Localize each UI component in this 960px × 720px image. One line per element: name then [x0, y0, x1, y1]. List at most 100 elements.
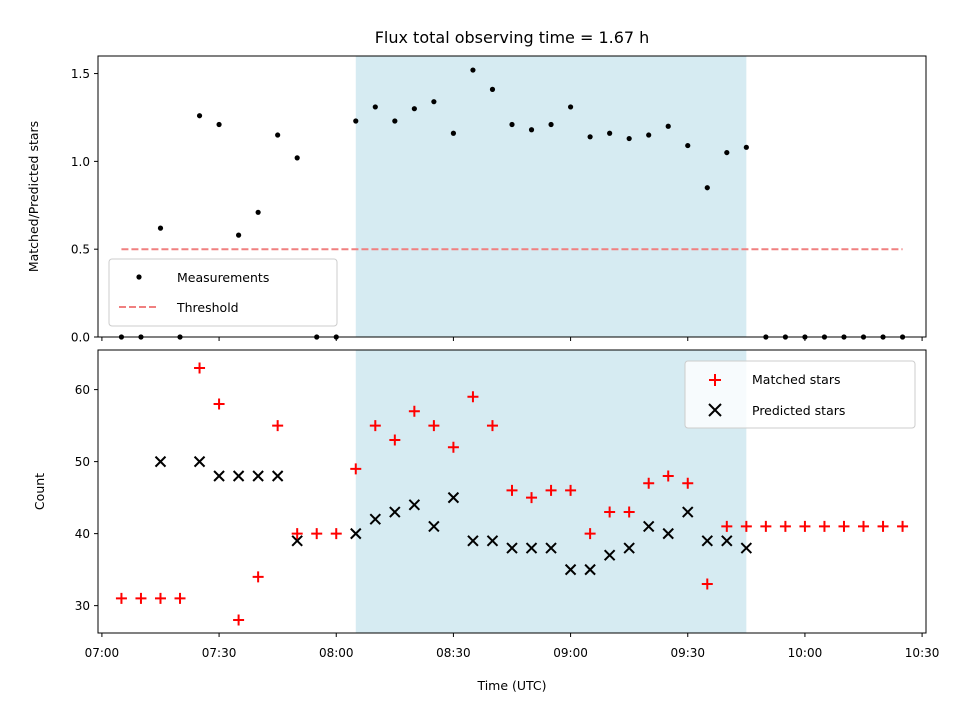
y-tick-label: 1.0 — [71, 155, 90, 169]
matched-stars-point — [545, 484, 557, 496]
matched-stars-point — [447, 441, 459, 453]
matched-stars-point — [682, 477, 694, 489]
x-tick-label: 08:00 — [319, 646, 354, 660]
matched-stars-point — [565, 484, 577, 496]
measurements-point — [353, 118, 359, 124]
observing-window-shade — [355, 56, 747, 337]
x-tick-label: 07:30 — [202, 646, 237, 660]
predicted-stars-point — [623, 542, 635, 554]
matched-stars-point — [643, 477, 655, 489]
measurements-point — [567, 104, 574, 110]
matched-stars-point — [877, 520, 889, 532]
matched-stars-point — [740, 520, 752, 532]
matched-stars-point — [311, 528, 323, 540]
matched-stars-point — [389, 434, 401, 446]
matched-stars-point — [818, 520, 830, 532]
predicted-stars-point — [213, 470, 225, 482]
predicted-stars-point — [506, 542, 518, 554]
predicted-stars-point — [525, 542, 538, 554]
measurements-point — [157, 225, 164, 231]
legend-box — [108, 258, 338, 327]
measurements-point — [724, 149, 730, 156]
measurements-point — [626, 135, 632, 142]
measurements-point — [528, 127, 535, 133]
matched-stars-point — [233, 614, 245, 626]
matched-stars-point — [252, 571, 264, 583]
legend-predicted-marker — [708, 403, 722, 417]
measurements-point — [587, 134, 593, 140]
ratio-panel-frame — [97, 55, 927, 338]
predicted-stars-point — [232, 470, 245, 482]
predicted-stars-point — [389, 506, 401, 518]
matched-stars-point — [330, 528, 342, 540]
ratio-panel-legend: Measurements Threshold — [108, 258, 338, 327]
chart-title: Flux total observing time = 1.67 h — [375, 28, 650, 47]
y-tick-label: 40 — [75, 527, 90, 541]
measurements-point — [685, 142, 691, 149]
counts-panel-frame — [97, 349, 927, 634]
matched-stars-point — [506, 484, 518, 496]
predicted-stars-point — [701, 535, 713, 547]
predicted-stars-point — [369, 513, 382, 525]
legend-measurements-label: Measurements — [177, 270, 269, 285]
measurements-point — [548, 121, 554, 128]
counts-panel: 07:00 07:30 08:00 08:30 09:00 09:30 10:00 10:30… — [32, 349, 940, 693]
matched-stars-point — [291, 528, 303, 540]
x-tick-label: 09:00 — [553, 646, 588, 660]
matched-stars-point — [897, 520, 909, 532]
predicted-stars-point — [682, 506, 694, 518]
predicted-stars-point — [408, 499, 421, 511]
predicted-stars-point — [350, 527, 362, 540]
measurements-point — [196, 113, 203, 119]
legend-matched-label: Matched stars — [752, 372, 840, 387]
predicted-stars-point — [584, 563, 596, 576]
predicted-stars-point — [740, 542, 753, 554]
matched-stars-point — [467, 391, 479, 403]
measurements-point — [392, 118, 398, 124]
predicted-stars-point — [428, 520, 440, 533]
x-tick-label: 09:30 — [670, 646, 705, 660]
matched-stars-point — [350, 463, 362, 475]
predicted-stars-point — [447, 491, 460, 504]
measurements-point — [372, 104, 378, 110]
matched-stars-point — [799, 520, 811, 532]
predicted-stars-point — [154, 455, 167, 468]
matched-stars-point — [701, 578, 713, 590]
matched-stars-point — [369, 420, 381, 432]
predicted-stars-point — [193, 455, 206, 468]
x-tick-label: 07:00 — [85, 646, 120, 660]
measurements-point — [470, 67, 476, 73]
measurements-point — [216, 121, 222, 128]
measurements-point — [743, 144, 749, 150]
y-tick-label: 30 — [75, 599, 90, 613]
matched-stars-point — [272, 420, 284, 432]
counts-panel-legend: Matched stars Predicted stars — [684, 360, 916, 429]
matched-stars-point — [486, 420, 498, 432]
matched-stars-point — [526, 492, 538, 504]
measurements-point — [450, 130, 457, 136]
matched-stars-point — [135, 592, 147, 604]
measurements-point — [236, 232, 242, 238]
measurements-point — [665, 123, 671, 129]
counts-panel-ticks: 07:00 07:30 08:00 08:30 09:00 09:30 10:00 10:30… — [75, 383, 940, 660]
measurements-point — [646, 132, 652, 138]
predicted-stars-point — [545, 542, 557, 554]
matched-stars-point — [213, 398, 225, 410]
y-tick-label: 0.0 — [71, 331, 90, 345]
legend-threshold-label: Threshold — [176, 300, 239, 315]
matched-stars-point — [174, 592, 186, 604]
measurements-point — [275, 132, 281, 138]
x-tick-label: 10:30 — [905, 646, 940, 660]
matched-stars-point — [584, 528, 596, 540]
y-tick-label: 50 — [75, 455, 90, 469]
predicted-stars-point — [252, 470, 264, 482]
matched-stars-point — [194, 362, 206, 374]
matched-stars-point — [721, 520, 733, 532]
predicted-stars-point — [486, 535, 499, 547]
counts-panel-ylabel: Count — [32, 473, 47, 510]
matched-stars-point — [115, 592, 127, 604]
ratio-panel-marks — [118, 67, 906, 340]
measurements-point — [489, 86, 496, 92]
predicted-stars-point — [721, 535, 733, 547]
measurements-point — [704, 185, 710, 191]
